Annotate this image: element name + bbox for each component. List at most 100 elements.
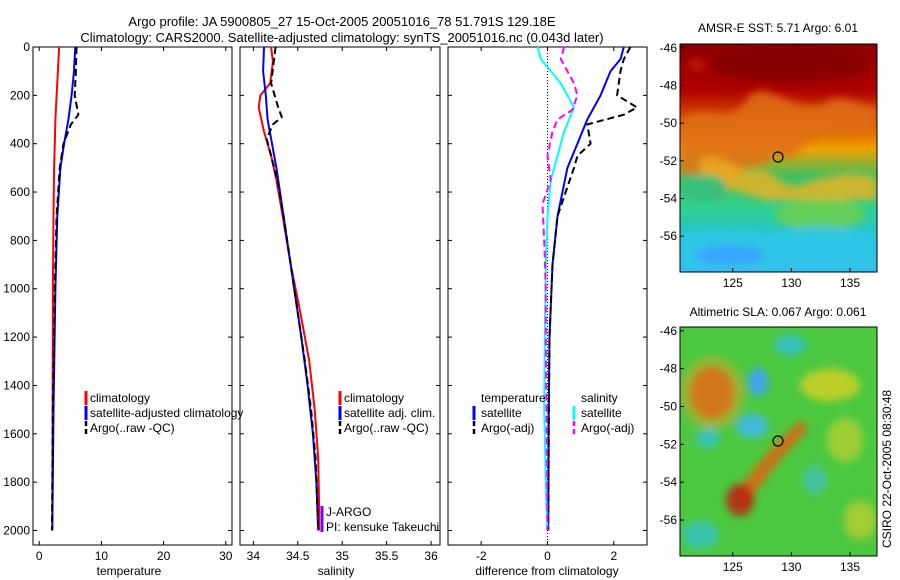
legend-label-climatology: climatology	[90, 391, 150, 405]
sst-heatmap	[680, 44, 877, 272]
map-ytick-label: -50	[660, 116, 678, 130]
sla-map-frame	[679, 326, 878, 557]
legend-label-sal-argo: Argo(-adj)	[581, 421, 634, 435]
figure-title-line1: Argo profile: JA 5900805_27 15-Oct-2005 …	[128, 14, 556, 29]
difference-xlabel: difference from climatology	[475, 564, 618, 578]
map-xtick-label: 130	[781, 276, 801, 290]
ytick-label: 200	[10, 88, 30, 102]
difference-panel: -2 0 2	[448, 46, 647, 563]
salinity-series-argo-raw-qc	[265, 46, 320, 531]
xtick-label: 34	[247, 549, 261, 563]
legend-header-temperature: temperature	[481, 391, 546, 405]
annotation-jargo: J-ARGO	[326, 505, 371, 519]
salinity-series-satellite-adj-clim	[262, 46, 320, 531]
salinity-legend: climatology satellite adj. clim. Argo(..…	[338, 391, 435, 435]
sla-low-3	[696, 428, 720, 448]
legend-label-temp-satellite: satellite	[481, 406, 522, 420]
difference-series-temperature-satellite	[547, 46, 625, 531]
sst-argo-location-marker[interactable]	[772, 151, 784, 163]
salinity-panel: 34 34.5 35 35.5 36	[240, 46, 440, 563]
annotation-pi: PI: kensuke Takeuchi	[326, 520, 439, 534]
map-ytick-label: -48	[660, 362, 678, 376]
float-annotation: J-ARGO PI: kensuke Takeuchi	[320, 505, 439, 534]
temperature-axes-frame	[32, 46, 233, 546]
xtick-label: 35	[336, 549, 350, 563]
map-ytick-label: -52	[660, 154, 678, 168]
sst-map-axes: 125 130 135 -46 -48 -50 -52 -54 -56	[660, 41, 861, 290]
sla-field-features	[680, 335, 876, 549]
difference-series-salinity-argo-adj	[541, 46, 579, 531]
xtick-label: 0	[544, 549, 551, 563]
xtick-label: 20	[157, 549, 171, 563]
map-ytick-label: -52	[660, 437, 678, 451]
credit-text: CSIRO 22-Oct-2005 08:30:48	[880, 390, 894, 548]
map-ytick-label: -50	[660, 399, 678, 413]
map-ytick-label: -46	[660, 324, 678, 338]
map-ytick-label: -56	[660, 229, 678, 243]
sst-map-frame	[679, 43, 878, 273]
legend-label-temp-argo: Argo(-adj)	[481, 421, 534, 435]
temperature-xlabel: temperature	[97, 564, 162, 578]
sst-green-patch	[775, 199, 865, 231]
legend-label-argo-raw: Argo(..raw -QC)	[344, 421, 429, 435]
ytick-label: 1400	[3, 378, 30, 392]
map-xtick-label: 135	[840, 276, 860, 290]
ytick-label: 1200	[3, 330, 30, 344]
sla-high-west-ring	[680, 357, 744, 429]
difference-series-temperature-argo-adj	[547, 46, 638, 531]
ytick-label: 1600	[3, 427, 30, 441]
sst-orange-band	[700, 157, 877, 202]
temperature-panel: 0 200 400 600 800 1000 1200 1400 1600 1800 2000 0 10…	[3, 40, 232, 563]
sla-low-1	[748, 368, 768, 396]
sla-low-5	[682, 521, 718, 549]
sla-yellow-mid	[827, 418, 863, 462]
sla-high-south	[726, 484, 754, 516]
map-xtick-label: 125	[723, 560, 743, 574]
sla-low-6	[803, 466, 827, 494]
temperature-series-argo-raw-qc	[51, 46, 80, 531]
xtick-label: -2	[476, 549, 487, 563]
sla-ridge-diagonal	[735, 420, 808, 505]
sst-dark-red-core	[710, 47, 870, 83]
map-ytick-label: -56	[660, 513, 678, 527]
map-xtick-label: 130	[781, 560, 801, 574]
sla-heatmap	[680, 327, 877, 556]
map-xtick-label: 135	[840, 560, 860, 574]
xtick-label: 36	[424, 549, 438, 563]
sla-map-axes: 125 130 135 -46 -48 -50 -52 -54 -56	[660, 324, 861, 574]
xtick-label: 2	[610, 549, 617, 563]
ytick-label: 2000	[3, 523, 30, 537]
ytick-label: 800	[10, 233, 30, 247]
map-ytick-label: -54	[660, 192, 678, 206]
figure-title-line2: Climatology: CARS2000. Satellite-adjuste…	[80, 30, 603, 45]
map-xtick-label: 125	[723, 276, 743, 290]
sst-field-features	[680, 47, 877, 272]
legend-label-satellite-adjusted: satellite-adjusted climatology	[90, 406, 243, 420]
sla-map-title: Altimetric SLA: 0.067 Argo: 0.061	[690, 305, 867, 319]
legend-label-sal-satellite: satellite	[581, 406, 622, 420]
sst-blue-core	[695, 245, 765, 265]
sst-cool-eddy	[683, 174, 727, 202]
salinity-xlabel: salinity	[318, 564, 355, 578]
temperature-series-climatology	[51, 46, 61, 531]
legend-header-salinity: salinity	[581, 391, 618, 405]
sst-red-spot	[689, 59, 705, 71]
sla-low-2	[774, 335, 806, 355]
sla-yellow-south	[844, 500, 876, 540]
ytick-label: 1800	[3, 475, 30, 489]
map-ytick-label: -46	[660, 41, 678, 55]
difference-series-salinity-satellite	[536, 46, 575, 531]
map-ytick-label: -54	[660, 475, 678, 489]
legend-label-climatology: climatology	[344, 391, 404, 405]
temperature-legend: climatology satellite-adjusted climatolo…	[84, 391, 243, 435]
sla-argo-location-marker[interactable]	[772, 435, 784, 447]
legend-label-satellite-adj: satellite adj. clim.	[344, 406, 435, 420]
ytick-label: 600	[10, 185, 30, 199]
xtick-label: 0	[36, 549, 43, 563]
difference-legend: temperature salinity satellite Argo(-adj…	[472, 391, 634, 435]
xtick-label: 10	[95, 549, 109, 563]
xtick-label: 34.5	[286, 549, 310, 563]
xtick-label: 30	[219, 549, 233, 563]
sla-low-4	[736, 414, 768, 438]
